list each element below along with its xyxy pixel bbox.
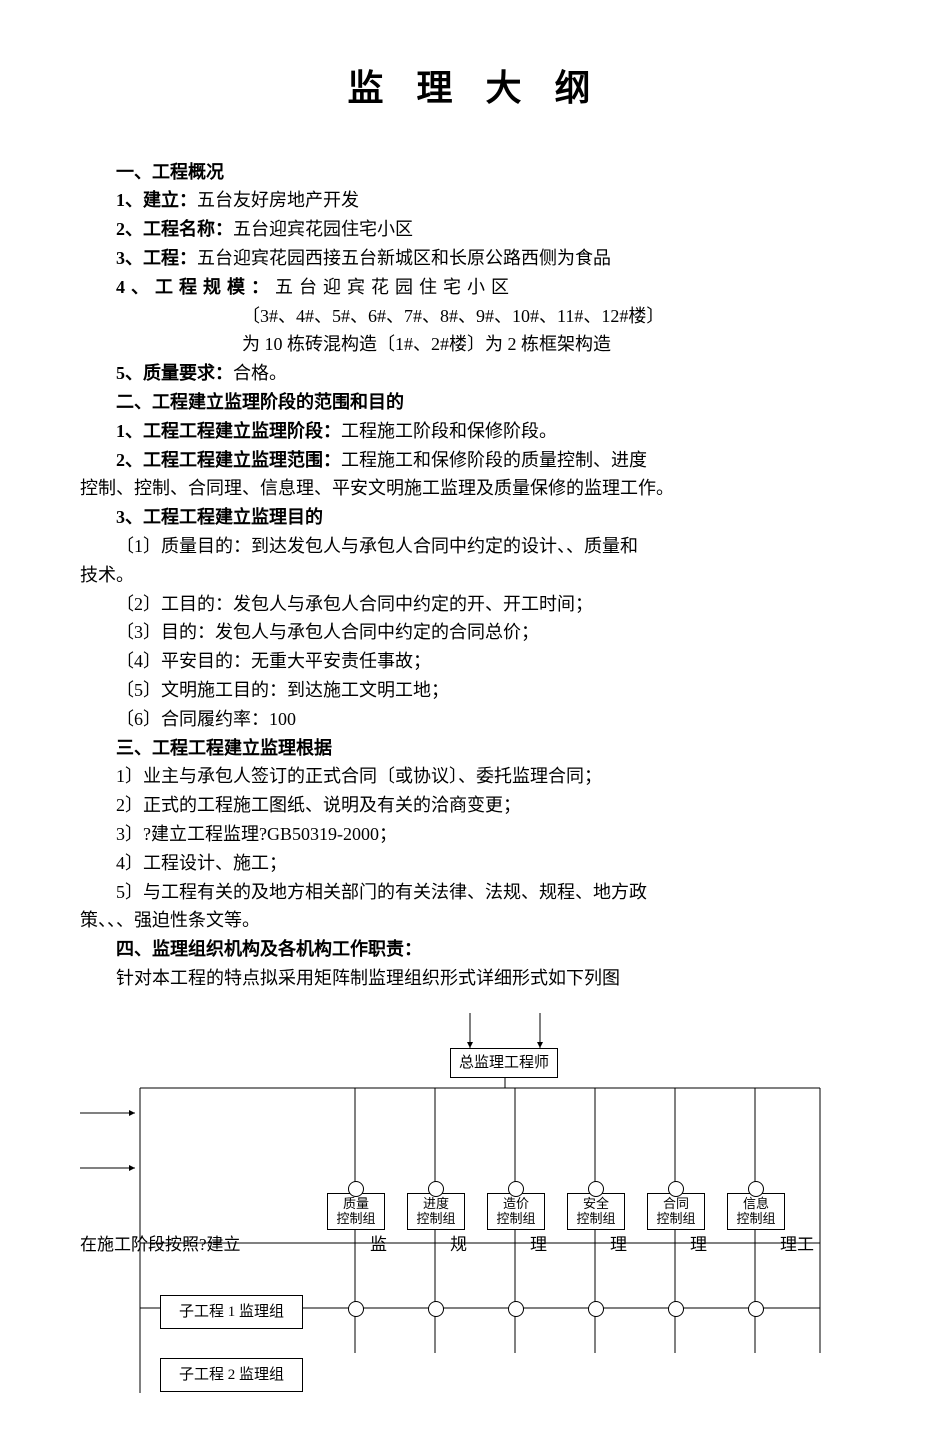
chart-col-4: 合同控制组 (647, 1193, 705, 1230)
section-2-head: 二、工程建立监理阶段的范围和目的 (80, 388, 870, 417)
chart-row-fragment: 理 (610, 1231, 627, 1258)
item-1-3: 3、工程：五台迎宾花园西接五台新城区和长原公路西侧为食品 (80, 244, 870, 273)
chart-col-1: 进度控制组 (407, 1193, 465, 1230)
item-1-5: 5、质量要求：合格。 (80, 359, 870, 388)
chart-top-box: 总监理工程师 (450, 1048, 558, 1078)
section-3-head: 三、工程工程建立监理根据 (80, 734, 870, 763)
basis-5: 5〕与工程有关的及地方相关部门的有关法律、法规、规程、地方政 (80, 878, 870, 907)
value: 合格。 (233, 363, 287, 383)
chart-node (428, 1181, 444, 1197)
chart-row-text: 在施工阶段按照?建立 (80, 1231, 241, 1258)
chart-col-0: 质量控制组 (327, 1193, 385, 1230)
chart-node (348, 1301, 364, 1317)
goal-6: 〔6〕合同履约率：100 (80, 705, 870, 734)
item-2-2b: 控制、控制、合同理、信息理、平安文明施工监理及质量保修的监理工作。 (80, 474, 870, 503)
value: 五台迎宾花园西接五台新城区和长原公路西侧为食品 (197, 248, 611, 268)
chart-col-5: 信息控制组 (727, 1193, 785, 1230)
goal-2: 〔2〕工目的：发包人与承包人合同中约定的开、开工时间； (80, 590, 870, 619)
item-1-4: 4、工程规模：五台迎宾花园住宅小区 (80, 273, 870, 302)
item-1-2: 2、工程名称：五台迎宾花园住宅小区 (80, 215, 870, 244)
value: 五台友好房地产开发 (197, 190, 359, 210)
value: 工程施工和保修阶段的质量控制、进度 (341, 450, 647, 470)
goal-3: 〔3〕目的：发包人与承包人合同中约定的合同总价； (80, 618, 870, 647)
chart-node (748, 1181, 764, 1197)
label: 3、工程： (116, 248, 197, 268)
item-1-4b: 〔3#、4#、5#、6#、7#、8#、9#、10#、11#、12#楼〕 (80, 302, 870, 331)
label: 1、建立： (116, 190, 197, 210)
value: 工程施工阶段和保修阶段。 (341, 421, 557, 441)
chart-node (348, 1181, 364, 1197)
chart-node (588, 1301, 604, 1317)
goal-1b: 技术。 (80, 561, 870, 590)
goal-1: 〔1〕质量目的：到达发包人与承包人合同中约定的设计、、质量和 (80, 532, 870, 561)
basis-5b: 策、、、强迫性条文等。 (80, 906, 870, 935)
chart-row-fragment: 理工 (780, 1231, 814, 1258)
section-1-head: 一、工程概况 (80, 158, 870, 187)
chart-row-fragment: 理 (530, 1231, 547, 1258)
label: 4、工程规模： (116, 277, 275, 297)
label: 5、质量要求： (116, 363, 233, 383)
chart-row-fragment: 规 (450, 1231, 467, 1258)
label: 2、工程工程建立监理范围： (116, 450, 341, 470)
chart-row-fragment: 监 (370, 1231, 387, 1258)
org-chart: 总监理工程师 质量控制组 进度控制组 造价控制组 安全控制组 合同控制组 信息控… (80, 1013, 860, 1393)
value: 五台迎宾花园住宅小区 (275, 277, 515, 297)
goal-5: 〔5〕文明施工目的：到达施工文明工地； (80, 676, 870, 705)
label: 2、工程名称： (116, 219, 233, 239)
chart-col-3: 安全控制组 (567, 1193, 625, 1230)
section-4-head: 四、监理组织机构及各机构工作职责： (80, 935, 870, 964)
basis-1: 1〕业主与承包人签订的正式合同〔或协议〕、委托监理合同； (80, 762, 870, 791)
chart-col-2: 造价控制组 (487, 1193, 545, 1230)
basis-4: 4〕工程设计、施工； (80, 849, 870, 878)
chart-node (668, 1181, 684, 1197)
item-2-3: 3、工程工程建立监理目的 (80, 503, 870, 532)
basis-3: 3〕?建立工程监理?GB50319-2000； (80, 820, 870, 849)
chart-node (668, 1301, 684, 1317)
goal-4: 〔4〕平安目的：无重大平安责任事故； (80, 647, 870, 676)
value: 五台迎宾花园住宅小区 (233, 219, 413, 239)
page-title: 监 理 大 纲 (80, 60, 870, 118)
item-1-1: 1、建立：五台友好房地产开发 (80, 186, 870, 215)
item-1-4c: 为 10 栋砖混构造〔1#、2#楼〕为 2 栋框架构造 (80, 330, 870, 359)
chart-node (508, 1301, 524, 1317)
label: 1、工程工程建立监理阶段： (116, 421, 341, 441)
chart-node (428, 1301, 444, 1317)
chart-node (588, 1181, 604, 1197)
basis-2: 2〕正式的工程施工图纸、说明及有关的洽商变更； (80, 791, 870, 820)
chart-node (508, 1181, 524, 1197)
item-2-2: 2、工程工程建立监理范围：工程施工和保修阶段的质量控制、进度 (80, 446, 870, 475)
chart-row-fragment: 理 (690, 1231, 707, 1258)
chart-sub2-box: 子工程 2 监理组 (160, 1358, 303, 1392)
chart-node (748, 1301, 764, 1317)
section-4-p1: 针对本工程的特点拟采用矩阵制监理组织形式详细形式如下列图 (80, 964, 870, 993)
chart-sub1-box: 子工程 1 监理组 (160, 1295, 303, 1329)
item-2-1: 1、工程工程建立监理阶段：工程施工阶段和保修阶段。 (80, 417, 870, 446)
